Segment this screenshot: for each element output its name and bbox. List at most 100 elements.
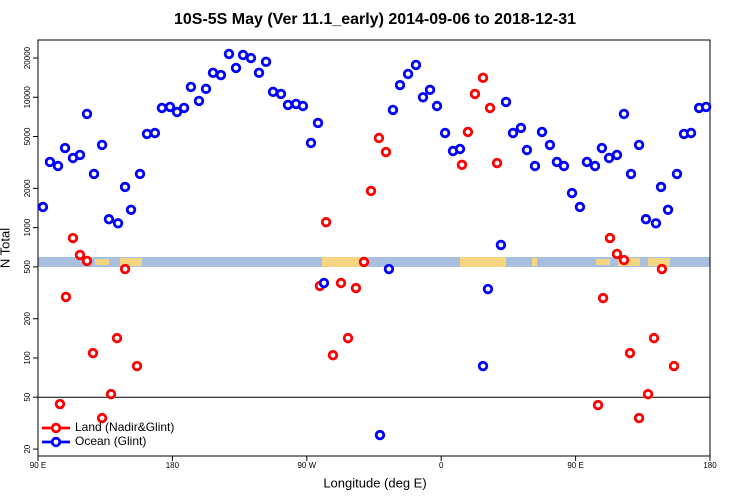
point (119, 263, 131, 275)
land-strip (596, 259, 610, 265)
point (74, 149, 86, 161)
y-tick-label: 20 (23, 444, 32, 453)
y-tick-label: 100 (23, 351, 32, 365)
point (625, 168, 637, 180)
point (350, 282, 362, 294)
point (618, 254, 630, 266)
point (275, 88, 287, 100)
point (387, 104, 399, 116)
point (633, 139, 645, 151)
point (469, 88, 481, 100)
point (267, 86, 279, 98)
point (640, 214, 652, 225)
point (112, 218, 124, 229)
land-strip (618, 258, 640, 266)
point (54, 398, 66, 410)
point (149, 127, 161, 139)
point (200, 83, 212, 95)
point (500, 96, 512, 108)
land-strip (95, 259, 109, 265)
point (603, 152, 615, 164)
point (88, 168, 100, 180)
point (60, 291, 72, 303)
point (484, 102, 496, 114)
point (592, 399, 604, 411)
point (482, 283, 494, 295)
y-tick-label: 5000 (23, 127, 32, 145)
y-tick-label: 1000 (23, 218, 32, 236)
point (59, 142, 71, 154)
point (495, 239, 507, 251)
x-tick-label: 180 (703, 461, 717, 470)
point (37, 201, 49, 213)
y-axis-label: N Total (0, 228, 12, 268)
point (536, 126, 548, 138)
point (320, 217, 332, 228)
x-tick-label: 180 (166, 461, 180, 470)
land-strip (322, 257, 368, 267)
point (383, 263, 395, 275)
point (358, 256, 370, 268)
point (685, 127, 697, 139)
point (125, 204, 137, 215)
point (111, 332, 123, 344)
point (215, 69, 227, 81)
point (245, 52, 257, 64)
point (193, 95, 205, 107)
point (456, 159, 468, 171)
point (141, 128, 153, 140)
x-tick-label: 90 W (297, 461, 316, 470)
land-strip (460, 257, 506, 267)
point (477, 72, 489, 84)
map-strip (38, 257, 710, 267)
point (521, 144, 533, 156)
land-strip (648, 258, 670, 266)
point (96, 139, 108, 151)
point (402, 68, 414, 80)
point (410, 59, 422, 71)
point (596, 142, 608, 154)
x-tick-label: 0 (439, 461, 444, 470)
point (282, 99, 294, 111)
point (373, 132, 385, 144)
point (491, 157, 503, 169)
point (81, 108, 93, 120)
y-tick-label: 20000 (23, 46, 32, 69)
land-strip (120, 258, 142, 266)
point (633, 412, 645, 424)
point (297, 100, 309, 112)
point (312, 117, 324, 129)
point (650, 218, 662, 229)
x-tick-label: 90 E (30, 461, 46, 470)
point (424, 84, 436, 96)
point (581, 156, 593, 168)
point (105, 388, 117, 400)
point (365, 185, 377, 197)
point (558, 160, 570, 172)
point (574, 201, 586, 213)
land-strip (532, 258, 537, 266)
plot-frame (37, 39, 711, 457)
point (103, 214, 115, 225)
y-tick-label: 200 (23, 312, 32, 326)
point (656, 263, 668, 275)
point (700, 101, 712, 113)
y-tick-label: 2000 (23, 179, 32, 197)
point (178, 102, 190, 114)
legend-marker (50, 436, 62, 448)
point (87, 347, 99, 359)
point (342, 332, 354, 344)
point (237, 49, 249, 61)
point (604, 232, 616, 244)
legend-marker (50, 422, 62, 434)
point (260, 56, 272, 68)
point (374, 429, 386, 441)
point (156, 102, 168, 114)
legend-label: Land (Nadir&Glint) (75, 420, 174, 434)
point (566, 187, 578, 199)
point (589, 160, 601, 172)
point (462, 126, 474, 138)
point (81, 255, 93, 267)
point (477, 360, 489, 372)
point (454, 143, 466, 155)
